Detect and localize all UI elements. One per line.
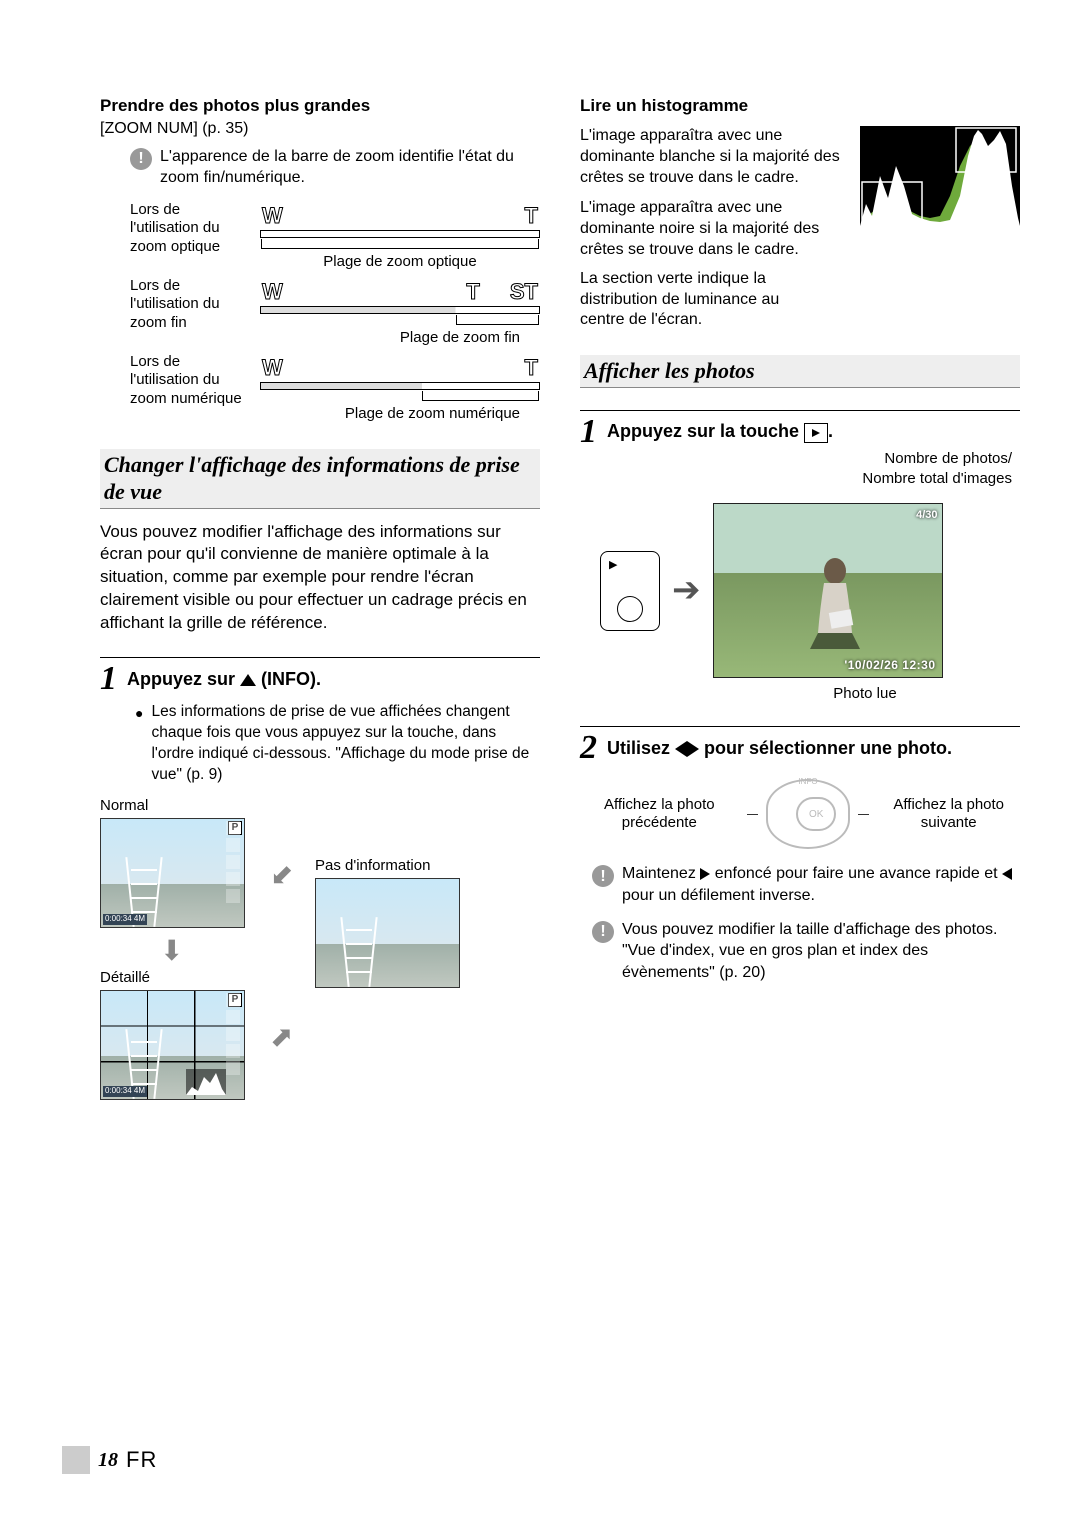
hist-white-text: L'image apparaîtra avec une dominante bl… [580, 126, 850, 188]
left-column: Prendre des photos plus grandes [ZOOM NU… [100, 95, 540, 1136]
histogram-graphic [860, 126, 1020, 226]
step2-right: 2 Utilisez pour sélectionner une photo. [580, 726, 1020, 765]
count-label: Nombre de photos/ Nombre total d'images [580, 449, 1020, 490]
display-modes-diagram: Normal P 0:00:34 4M ⬇ Détaillé P 0:00:34… [100, 796, 540, 1136]
playback-illustration: ▶ ➔ 4/30 '10/02/26 12:30 [580, 503, 1020, 678]
right-column: Lire un histogramme L'image apparaîtra a… [580, 95, 1020, 1136]
zoom-ref: [ZOOM NUM] (p. 35) [100, 118, 540, 140]
zoom-diagram: Lors de l'utilisation du zoom optique WT… [130, 201, 540, 425]
sample-photo: 4/30 '10/02/26 12:30 [713, 503, 943, 678]
page-footer: 18 FR [62, 1445, 157, 1475]
screen-detailed: P 0:00:34 4M [100, 990, 245, 1100]
camera-icon: ▶ [600, 551, 660, 631]
heading-zoom: Prendre des photos plus grandes [100, 95, 540, 118]
change-display-para: Vous pouvez modifier l'affichage des inf… [100, 521, 540, 636]
hist-green-text: La section verte indique la distribution… [580, 269, 820, 331]
arrow-right-icon: ➔ [672, 568, 701, 614]
warning-icon: ! [130, 148, 152, 170]
note-zoom: ! L'apparence de la barre de zoom identi… [100, 146, 540, 189]
triangle-right-icon [687, 741, 699, 757]
section-display-photos: Afficher les photos [580, 355, 1020, 388]
section-change-display: Changer l'affichage des informations de … [100, 449, 540, 509]
photo-caption: Photo lue [710, 684, 1020, 704]
warning-icon: ! [592, 921, 614, 943]
bullet-info: ● Les informations de prise de vue affic… [100, 702, 540, 786]
nav-diagram: Affichez la photo précédente OK INFO Aff… [580, 779, 1020, 849]
warning-icon: ! [592, 865, 614, 887]
triangle-up-icon [240, 674, 256, 686]
heading-histogram: Lire un histogramme [580, 95, 1020, 118]
arrow-diag-up-icon: ⬈ [270, 1018, 293, 1056]
screen-normal: P 0:00:34 4M [100, 818, 245, 928]
step-number: 1 [100, 662, 117, 696]
note-size: ! Vous pouvez modifier la taille d'affic… [580, 919, 1020, 984]
triangle-left-icon [675, 741, 687, 757]
note-hold: ! Maintenez enfoncé pour faire une avanc… [580, 863, 1020, 906]
hist-black-text: L'image apparaîtra avec une dominante no… [580, 198, 850, 260]
arrow-diag-icon: ⬋ [270, 856, 293, 894]
playback-icon [804, 423, 828, 443]
step1-left: 1 Appuyez sur (INFO). [100, 657, 540, 696]
control-wheel-icon: OK INFO [766, 779, 850, 849]
step1-right: 1 Appuyez sur la touche . [580, 410, 1020, 449]
arrow-down-icon: ⬇ [160, 932, 183, 970]
screen-noinfo [315, 878, 460, 988]
